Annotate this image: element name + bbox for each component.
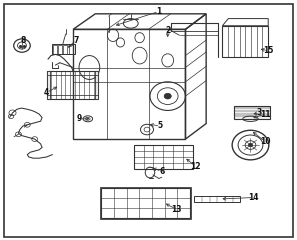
- Bar: [234, 106, 270, 119]
- Text: 2: 2: [165, 26, 170, 35]
- Text: 10: 10: [260, 137, 271, 146]
- Bar: [47, 71, 98, 99]
- Bar: [95, 71, 98, 99]
- Circle shape: [164, 93, 171, 99]
- Text: 5: 5: [158, 121, 163, 131]
- Text: 8: 8: [20, 36, 26, 45]
- Bar: [47, 71, 50, 99]
- Bar: [194, 196, 240, 202]
- Bar: [101, 188, 190, 218]
- Bar: [58, 45, 62, 54]
- Text: 6: 6: [159, 167, 165, 176]
- Text: 13: 13: [171, 205, 182, 214]
- Bar: [134, 145, 193, 169]
- Text: 12: 12: [191, 162, 201, 171]
- Bar: [100, 187, 191, 219]
- Bar: [222, 26, 268, 57]
- Bar: [69, 45, 73, 54]
- Text: 4: 4: [44, 88, 49, 97]
- Circle shape: [248, 143, 252, 147]
- Bar: [73, 29, 185, 139]
- Text: 1: 1: [156, 7, 162, 16]
- Text: 9: 9: [76, 114, 82, 123]
- Bar: [53, 44, 75, 54]
- Text: 11: 11: [260, 109, 271, 119]
- Text: 3: 3: [257, 108, 262, 117]
- Text: 15: 15: [263, 46, 274, 55]
- Text: 14: 14: [248, 193, 259, 202]
- Bar: [63, 45, 67, 54]
- Text: 7: 7: [73, 36, 79, 45]
- Bar: [53, 45, 57, 54]
